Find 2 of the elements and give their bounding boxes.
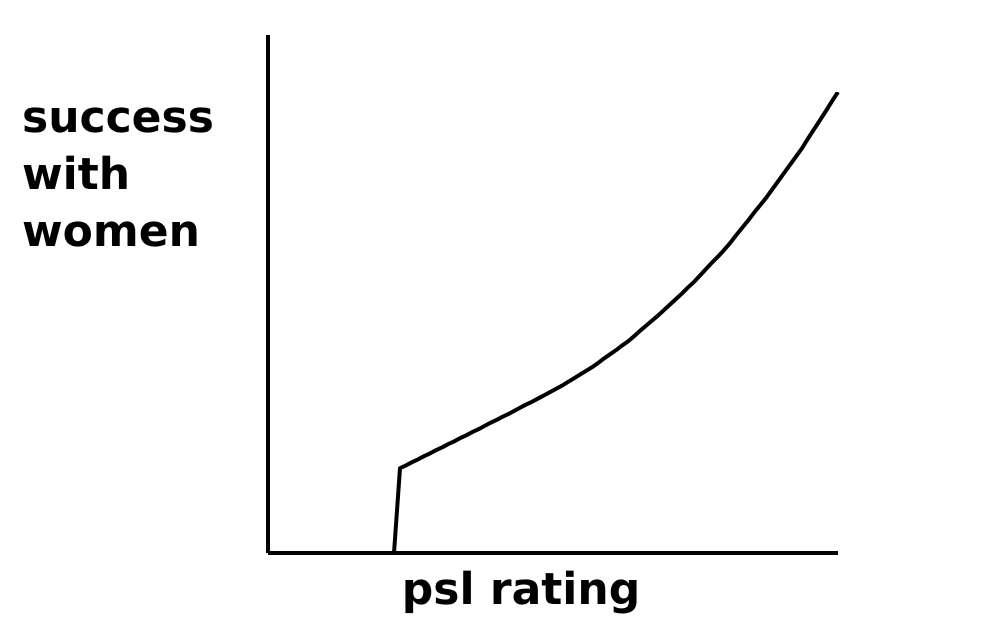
x-axis-title: psl rating — [400, 563, 642, 617]
y-axis-title: success with women — [22, 91, 215, 259]
